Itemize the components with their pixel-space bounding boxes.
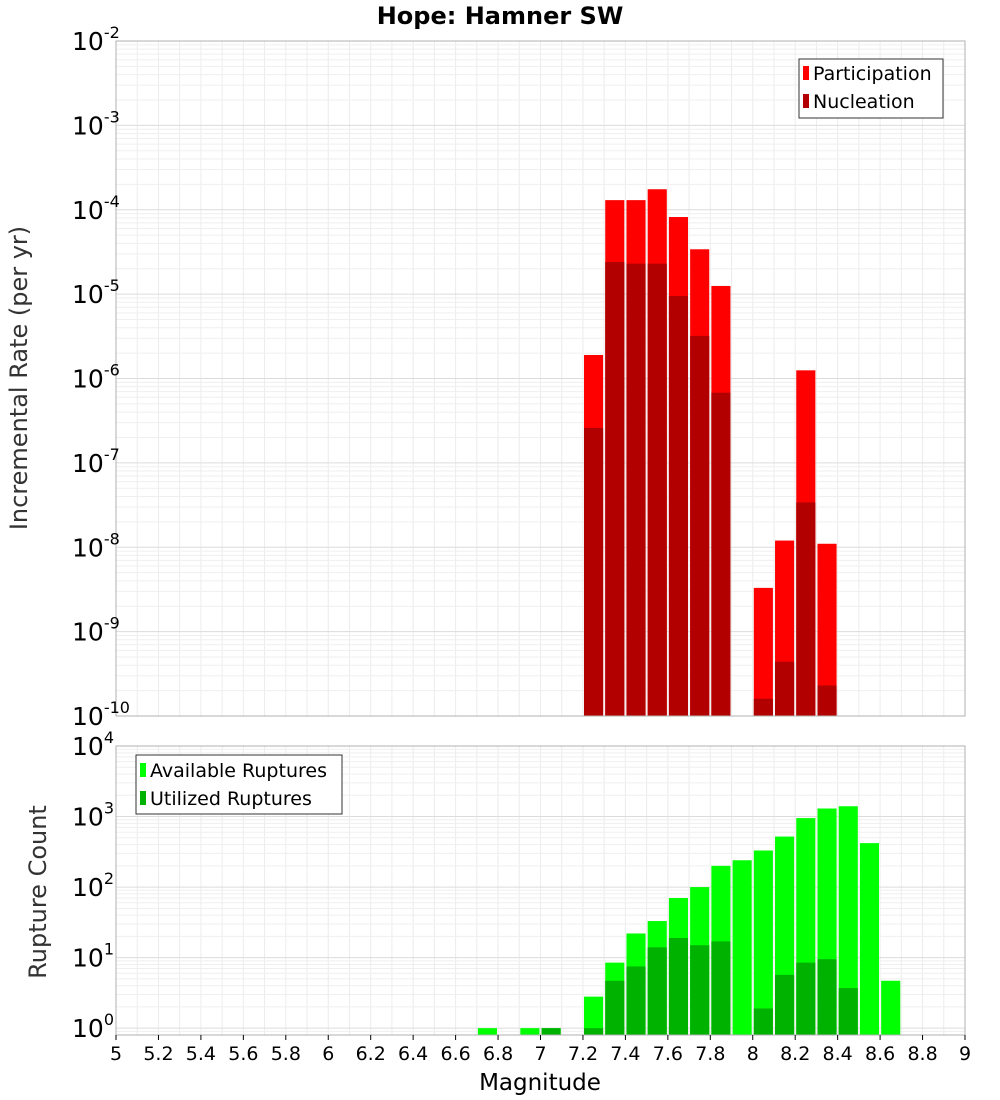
bar-participation [753,587,773,716]
x-tick-label: 5.2 [143,1043,173,1065]
bar-available-ruptures [477,1028,497,1035]
top-legend: Participation Nucleation [798,58,944,119]
bar-utilized-ruptures [690,945,710,1035]
legend-label-participation: Participation [813,63,932,85]
bar-available-ruptures [584,996,604,1035]
bar-nucleation [690,335,710,716]
bar-utilized-ruptures [753,1008,773,1035]
top-bars [584,189,837,717]
bar-available-ruptures [838,806,858,1035]
legend-label-nucleation: Nucleation [813,91,915,113]
bar-utilized-ruptures [817,959,837,1035]
x-tick-label: 7.2 [568,1043,598,1065]
legend-label-available: Available Ruptures [150,760,327,782]
x-tick-label: 8.8 [907,1043,937,1065]
bottom-yticks: 104 103 102 101 100 [72,728,114,1043]
bar-available-ruptures [732,860,752,1035]
bar-available-ruptures [859,843,880,1035]
bottom-plot: 104 103 102 101 100 Rupture Count Available … [24,728,971,1096]
y-tick-label: 102 [72,869,114,902]
y-tick-label: 100 [72,1010,114,1043]
bar-utilized-ruptures [605,980,625,1035]
bar-nucleation [647,263,667,716]
y-tick-label: 103 [72,799,114,832]
bar-nucleation [796,502,816,716]
y-tick-label: 10-6 [72,361,120,394]
y-tick-label: 10-5 [72,276,120,309]
x-ticks: 5 5.2 5.4 5.6 5.8 6 6.2 6.4 6.6 6.8 7 7.2 7.4 7.6 7.8 8… [110,1035,971,1065]
bottom-legend: Available Ruptures Utilized Ruptures [135,754,343,815]
x-tick-label: 6.4 [398,1043,428,1065]
y-tick-label: 10-7 [72,445,120,478]
top-plot: 10-2 10-3 10-4 10-5 10-6 10-7 10-8 10-9 10-10 In… [5,23,966,731]
bottom-bars [477,806,901,1035]
x-tick-label: 6.8 [483,1043,513,1065]
bar-utilized-ruptures [775,974,795,1035]
bar-nucleation [626,263,646,716]
bar-utilized-ruptures [838,988,858,1035]
top-y-axis-label: Incremental Rate (per yr) [5,226,33,530]
x-tick-label: 6.6 [440,1043,470,1065]
x-tick-label: 7.8 [695,1043,725,1065]
y-tick-label: 101 [72,940,114,973]
top-legend-box [798,58,944,119]
y-tick-label: 104 [72,728,114,761]
y-tick-label: 10-9 [72,614,120,647]
x-tick-label: 9 [959,1043,971,1065]
x-tick-label: 6 [322,1043,334,1065]
x-tick-label: 8.2 [780,1043,810,1065]
bar-utilized-ruptures [711,941,731,1035]
y-tick-label: 10-4 [72,192,120,225]
bar-utilized-ruptures [647,947,667,1035]
bar-nucleation [711,392,731,716]
bar-nucleation [668,296,689,716]
x-tick-label: 8.6 [865,1043,895,1065]
y-tick-label: 10-2 [72,23,120,56]
x-tick-label: 8.4 [823,1043,853,1065]
bar-available-ruptures [881,980,901,1035]
x-axis-label: Magnitude [479,1070,601,1096]
bar-utilized-ruptures [626,966,646,1035]
top-yticks: 10-2 10-3 10-4 10-5 10-6 10-7 10-8 10-9 10-10 [72,23,130,731]
bar-nucleation [817,685,837,716]
y-tick-label: 10-3 [72,107,120,140]
legend-swatch-nucleation [803,94,809,108]
bottom-y-axis-label: Rupture Count [24,805,52,979]
x-tick-label: 7.6 [653,1043,683,1065]
chart-title: Hope: Hamner SW [377,2,624,30]
x-tick-label: 5 [110,1043,122,1065]
bar-utilized-ruptures [541,1028,561,1035]
bar-utilized-ruptures [668,937,689,1035]
y-tick-label: 10-10 [72,698,130,731]
bar-utilized-ruptures [584,1028,604,1035]
bar-nucleation [584,427,604,716]
x-tick-label: 6.2 [356,1043,386,1065]
x-tick-label: 5.8 [271,1043,301,1065]
top-grid [115,40,966,717]
legend-label-utilized: Utilized Ruptures [150,788,312,810]
x-tick-label: 7 [534,1043,546,1065]
x-tick-label: 7.4 [610,1043,640,1065]
bar-nucleation [753,698,773,716]
bar-utilized-ruptures [796,962,816,1035]
legend-swatch-utilized [140,791,146,805]
bar-nucleation [775,661,795,716]
x-tick-label: 5.4 [186,1043,216,1065]
bottom-legend-box [135,754,343,815]
bar-nucleation [605,262,625,716]
top-plot-frame [115,40,966,717]
legend-swatch-available [140,763,146,777]
bar-available-ruptures [753,850,773,1035]
x-tick-label: 5.6 [228,1043,258,1065]
legend-swatch-participation [803,66,809,80]
bar-available-ruptures [520,1028,540,1035]
x-tick-label: 8 [747,1043,759,1065]
bar-participation [817,543,837,716]
y-tick-label: 10-8 [72,529,120,562]
